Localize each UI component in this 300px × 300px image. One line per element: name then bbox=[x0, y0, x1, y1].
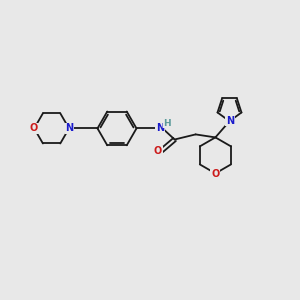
Text: O: O bbox=[154, 146, 162, 157]
Text: N: N bbox=[226, 116, 234, 126]
Text: O: O bbox=[29, 123, 38, 134]
Text: H: H bbox=[164, 119, 171, 128]
Text: O: O bbox=[211, 169, 220, 179]
Text: N: N bbox=[65, 123, 74, 134]
Text: N: N bbox=[156, 123, 164, 134]
